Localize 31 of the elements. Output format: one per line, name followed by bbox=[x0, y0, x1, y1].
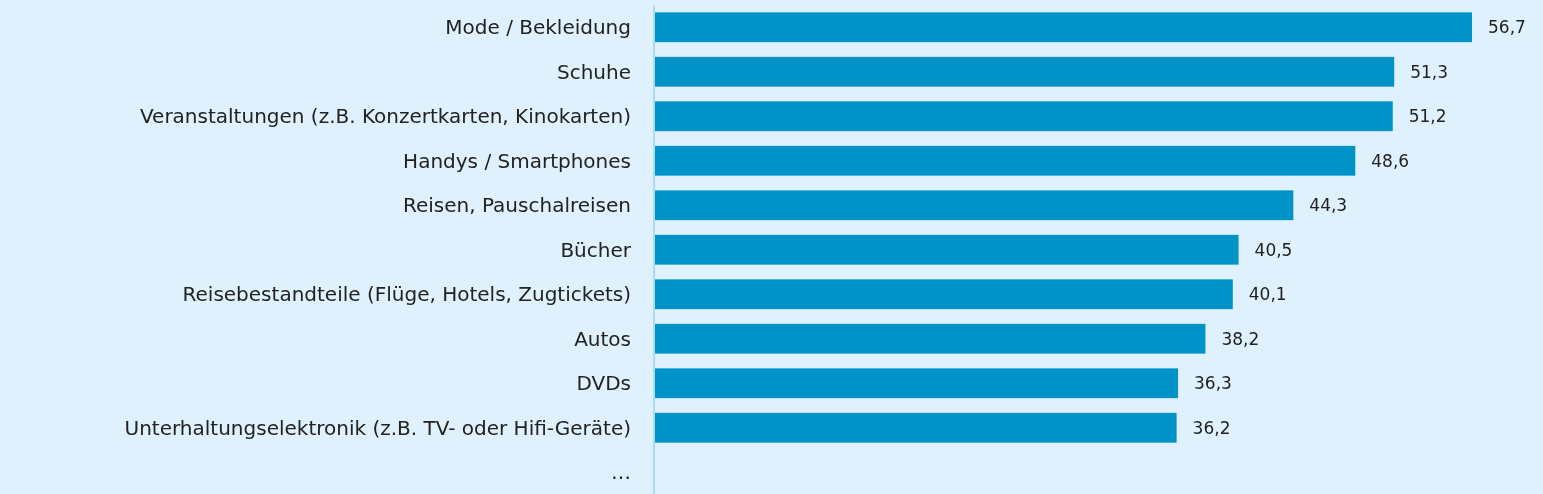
bar bbox=[655, 145, 1356, 176]
bar bbox=[655, 234, 1239, 265]
data-label: 36,3 bbox=[1194, 373, 1232, 394]
y-tick-label: Autos bbox=[574, 326, 631, 351]
y-tick-label: DVDs bbox=[576, 371, 631, 396]
data-label: 40,5 bbox=[1254, 239, 1293, 260]
data-label: 38,2 bbox=[1221, 328, 1260, 349]
bar bbox=[655, 101, 1393, 132]
y-tick-label: Bücher bbox=[560, 237, 632, 262]
data-label: 51,2 bbox=[1408, 106, 1447, 127]
data-label: 44,3 bbox=[1309, 195, 1348, 216]
bar bbox=[655, 279, 1233, 310]
data-label: 40,1 bbox=[1248, 284, 1287, 305]
data-label: 56,7 bbox=[1488, 17, 1526, 38]
bar bbox=[655, 368, 1179, 399]
data-label: 36,2 bbox=[1192, 417, 1231, 438]
bar bbox=[655, 190, 1294, 221]
y-tick-label: … bbox=[611, 460, 631, 485]
data-label: 48,6 bbox=[1371, 150, 1410, 171]
y-tick-label: Schuhe bbox=[556, 59, 631, 84]
y-tick-label: Mode / Bekleidung bbox=[445, 15, 631, 40]
bar bbox=[655, 12, 1472, 43]
bar bbox=[655, 56, 1395, 87]
y-tick-label: Reisebestandteile (Flüge, Hotels, Zugtickets) bbox=[182, 282, 631, 307]
bar bbox=[655, 323, 1206, 354]
y-tick-label: Reisen, Pauschalreisen bbox=[402, 193, 631, 218]
bar bbox=[655, 412, 1177, 443]
data-label: 51,3 bbox=[1410, 61, 1449, 82]
y-tick-label: Unterhaltungselektronik (z.B. TV- oder Hifi-Geräte) bbox=[124, 415, 631, 440]
y-tick-label: Handys / Smartphones bbox=[403, 148, 631, 173]
y-tick-label: Veranstaltungen (z.B. Konzertkarten, Kinokarten) bbox=[139, 104, 631, 129]
